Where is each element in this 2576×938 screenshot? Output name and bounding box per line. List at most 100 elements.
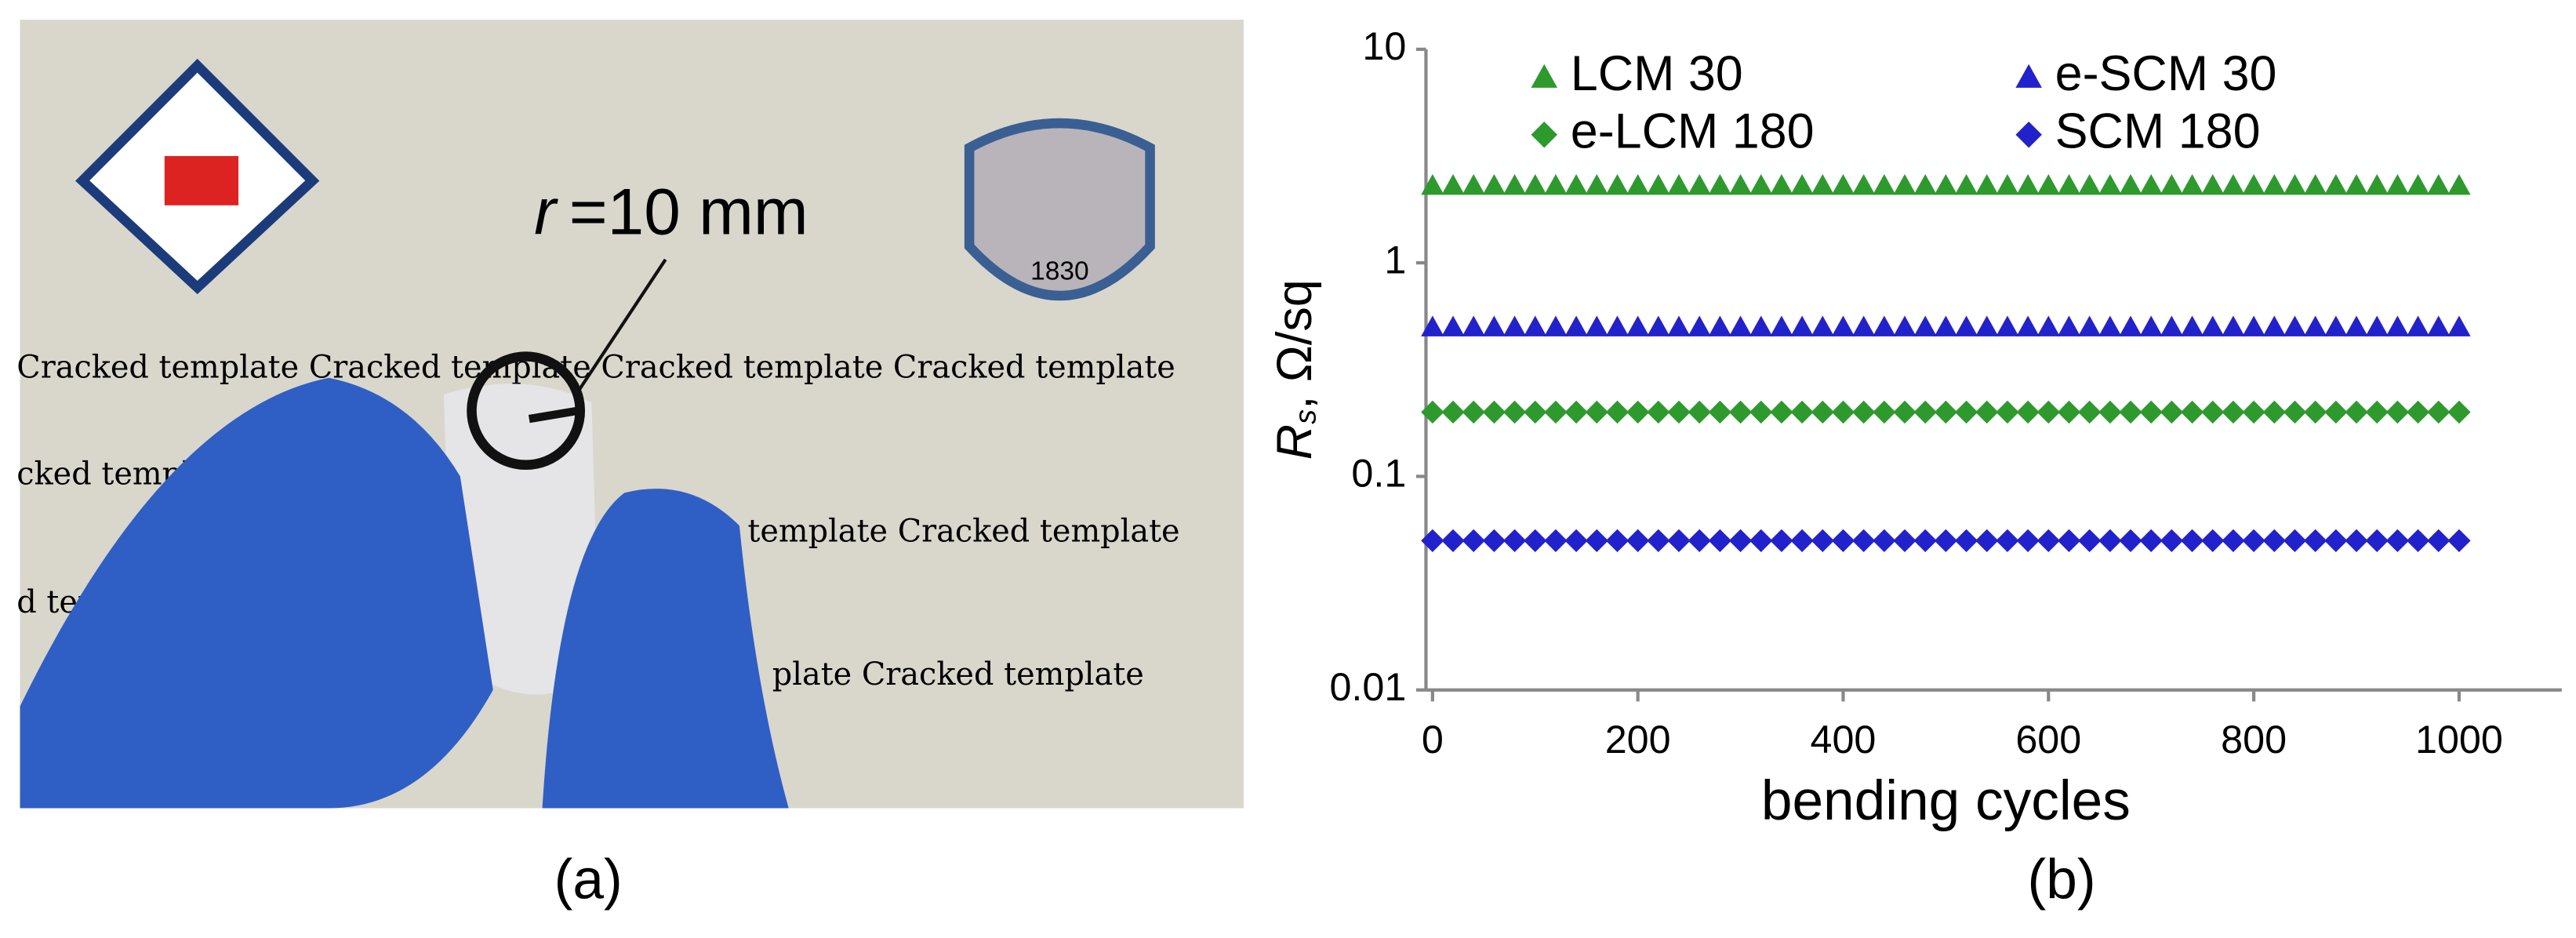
marker	[2016, 173, 2040, 195]
glove-right	[542, 489, 789, 809]
marker	[2201, 529, 2225, 553]
film-roll	[443, 384, 600, 695]
marker	[2427, 400, 2451, 424]
marker	[2057, 400, 2081, 424]
marker	[2057, 529, 2081, 553]
marker	[1913, 400, 1937, 424]
marker	[1605, 173, 1630, 195]
marker	[1462, 173, 1485, 195]
marker	[1626, 315, 1650, 336]
marker	[2303, 173, 2327, 195]
y-axis-title: Rs, Ω/sq	[1267, 279, 1322, 460]
marker	[2303, 400, 2327, 424]
marker	[2406, 315, 2430, 336]
marker	[1790, 173, 1814, 195]
marker	[1502, 400, 1527, 424]
marker	[2098, 529, 2122, 553]
marker	[2119, 315, 2142, 336]
marker	[2345, 173, 2368, 195]
marker	[1934, 315, 1958, 336]
marker	[1605, 315, 1630, 336]
marker	[1585, 529, 1608, 553]
marker	[2406, 529, 2430, 553]
marker	[1502, 315, 1527, 336]
marker	[1421, 315, 1444, 336]
marker	[2160, 315, 2184, 336]
marker	[1770, 173, 1793, 195]
marker	[2098, 315, 2122, 336]
legend-label: SCM 180	[2055, 104, 2261, 158]
marker	[1975, 173, 1999, 195]
marker	[2242, 173, 2265, 195]
marker	[2427, 529, 2451, 553]
marker	[1831, 529, 1855, 553]
marker	[2324, 529, 2348, 553]
marker	[1790, 400, 1814, 424]
marker	[1441, 529, 1465, 553]
marker	[1585, 400, 1608, 424]
marker	[1913, 173, 1937, 195]
x-tick-label: 400	[1811, 718, 1877, 762]
marker	[1728, 529, 1753, 553]
marker	[2098, 173, 2122, 195]
legend-marker	[1531, 64, 1558, 88]
marker	[1605, 400, 1630, 424]
marker	[1934, 400, 1958, 424]
marker	[1564, 315, 1588, 336]
marker	[1811, 529, 1834, 553]
marker	[1851, 315, 1876, 336]
marker	[1811, 315, 1834, 336]
marker	[1893, 400, 1917, 424]
marker	[2262, 400, 2286, 424]
y-tick-label: 0.01	[1329, 665, 1406, 709]
marker	[1502, 173, 1527, 195]
marker	[2098, 400, 2122, 424]
marker	[2139, 315, 2163, 336]
marker	[1564, 529, 1588, 553]
x-tick-label: 1000	[2415, 718, 2503, 762]
marker	[1605, 529, 1630, 553]
marker	[1564, 400, 1588, 424]
marker	[1688, 529, 1711, 553]
marker	[1647, 173, 1670, 195]
marker	[2365, 173, 2389, 195]
marker	[2036, 315, 2060, 336]
marker	[2385, 529, 2410, 553]
marker	[1873, 529, 1896, 553]
marker	[2160, 173, 2184, 195]
y-axis-unit: , Ω/sq	[1267, 279, 1322, 409]
marker	[1482, 529, 1506, 553]
marker	[1873, 400, 1896, 424]
photo-text: template Cracked template	[747, 514, 1179, 550]
marker	[1954, 529, 1978, 553]
marker	[1893, 315, 1917, 336]
marker	[2057, 315, 2081, 336]
marker	[2016, 400, 2040, 424]
marker	[1544, 173, 1568, 195]
marker	[1708, 529, 1732, 553]
marker	[1770, 315, 1793, 336]
marker	[1708, 173, 1732, 195]
marker	[1996, 173, 2019, 195]
marker	[1770, 400, 1793, 424]
y-axis-symbol: R	[1267, 424, 1322, 460]
marker	[2077, 400, 2102, 424]
marker	[1770, 529, 1793, 553]
y-axis-subscript: s	[1289, 409, 1322, 424]
marker	[2057, 173, 2081, 195]
marker	[1482, 400, 1506, 424]
marker	[2077, 173, 2102, 195]
marker	[1585, 315, 1608, 336]
annotation-symbol: r	[534, 175, 558, 249]
marker	[1893, 529, 1917, 553]
marker	[1647, 529, 1670, 553]
annotation: r =10 mm	[534, 175, 808, 249]
marker	[1831, 315, 1855, 336]
marker	[1544, 400, 1568, 424]
marker	[2283, 400, 2307, 424]
marker	[2242, 400, 2265, 424]
marker	[1996, 529, 2019, 553]
marker	[1667, 529, 1691, 553]
marker	[2365, 400, 2389, 424]
